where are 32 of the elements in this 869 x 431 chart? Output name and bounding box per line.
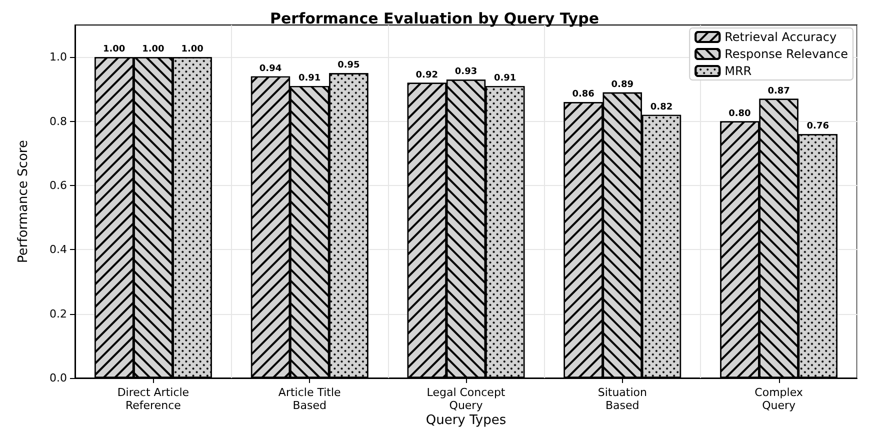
x-tick-label: Article Title Based xyxy=(278,386,342,412)
data-label: 0.93 xyxy=(454,67,478,78)
data-label: 1.00 xyxy=(181,44,204,55)
data-label: 0.91 xyxy=(494,73,516,84)
y-tick-label: 0.2 xyxy=(50,307,67,320)
x-axis-title: Query Types xyxy=(426,413,506,428)
x-tick-label: Complex Query xyxy=(754,386,804,412)
legend-label: Response Relevance xyxy=(724,47,848,61)
data-label: 0.82 xyxy=(650,102,673,112)
data-label: 0.91 xyxy=(298,73,321,84)
data-label: 0.80 xyxy=(728,108,751,119)
y-tick-label: 0.0 xyxy=(50,372,67,384)
data-label: 0.76 xyxy=(806,122,830,132)
y-tick-label: 0.8 xyxy=(50,114,67,128)
data-label: 0.92 xyxy=(416,70,438,80)
y-tick-label: 0.6 xyxy=(50,178,67,192)
data-label: 0.87 xyxy=(768,86,790,96)
data-label: 0.89 xyxy=(611,80,634,90)
y-tick-label: 1.0 xyxy=(50,50,67,64)
data-label: 1.00 xyxy=(102,44,126,55)
x-tick-label: Situation Based xyxy=(598,386,647,412)
y-axis-title: Performance Score xyxy=(16,140,31,263)
chart-title: Performance Evaluation by Query Type xyxy=(270,10,599,28)
x-tick-label: Direct Article Reference xyxy=(117,386,190,412)
x-tick-label: Legal Concept Query xyxy=(426,386,506,412)
data-label: 1.00 xyxy=(142,44,164,55)
data-label: 0.86 xyxy=(572,90,594,100)
legend-label: Retrieval Accuracy xyxy=(724,30,837,44)
data-label: 0.95 xyxy=(338,60,360,71)
y-tick-label: 0.4 xyxy=(50,243,67,256)
legend-label: MRR xyxy=(724,64,752,78)
data-label: 0.94 xyxy=(259,64,282,74)
